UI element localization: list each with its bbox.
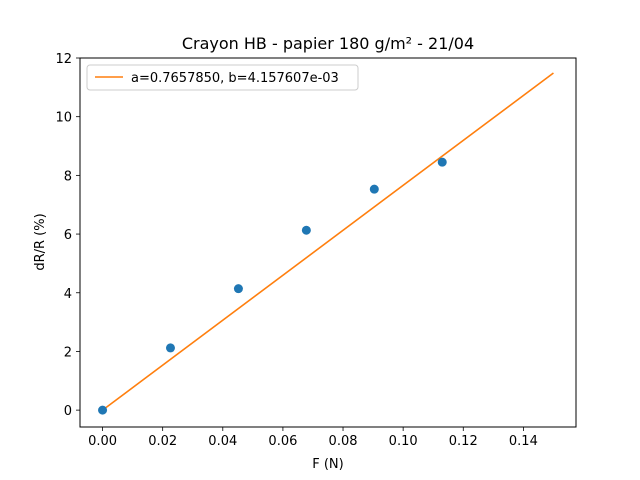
x-tick-label: 0.00	[88, 434, 117, 449]
data-point	[369, 184, 379, 194]
data-point	[98, 405, 108, 415]
plot-frame	[79, 57, 577, 428]
plot-area	[98, 72, 554, 415]
fit-line	[102, 72, 554, 411]
x-tick-label: 0.14	[509, 434, 538, 449]
y-tick-label: 0	[64, 404, 72, 419]
x-axis-label: F (N)	[312, 457, 343, 472]
y-tick-label: 4	[64, 287, 72, 302]
data-point	[437, 157, 447, 167]
legend-entry-fit: a=0.7657850, b=4.157607e-03	[131, 71, 339, 86]
y-tick-label: 6	[64, 228, 72, 243]
y-tick-label: 10	[55, 111, 72, 126]
legend: a=0.7657850, b=4.157607e-03	[86, 64, 359, 91]
data-point	[301, 225, 311, 235]
x-tick-label: 0.02	[148, 434, 177, 449]
x-axis: 0.00 0.02 0.04 0.06 0.08 0.10 0.12 0.14	[88, 427, 538, 449]
chart-title: Crayon HB - papier 180 g/m² - 21/04	[182, 34, 474, 53]
x-tick-label: 0.06	[268, 434, 297, 449]
x-tick-label: 0.08	[329, 434, 358, 449]
legend-box	[86, 64, 359, 91]
x-tick-label: 0.12	[449, 434, 478, 449]
data-point	[165, 343, 175, 353]
y-tick-label: 2	[64, 345, 72, 360]
y-tick-label: 12	[55, 52, 72, 67]
y-tick-label: 8	[64, 169, 72, 184]
x-tick-label: 0.10	[389, 434, 418, 449]
y-axis: 0 2 4 6 8 10 12	[55, 52, 80, 419]
y-axis-label: dR/R (%)	[33, 213, 48, 270]
data-point	[233, 284, 243, 294]
x-tick-label: 0.04	[208, 434, 237, 449]
